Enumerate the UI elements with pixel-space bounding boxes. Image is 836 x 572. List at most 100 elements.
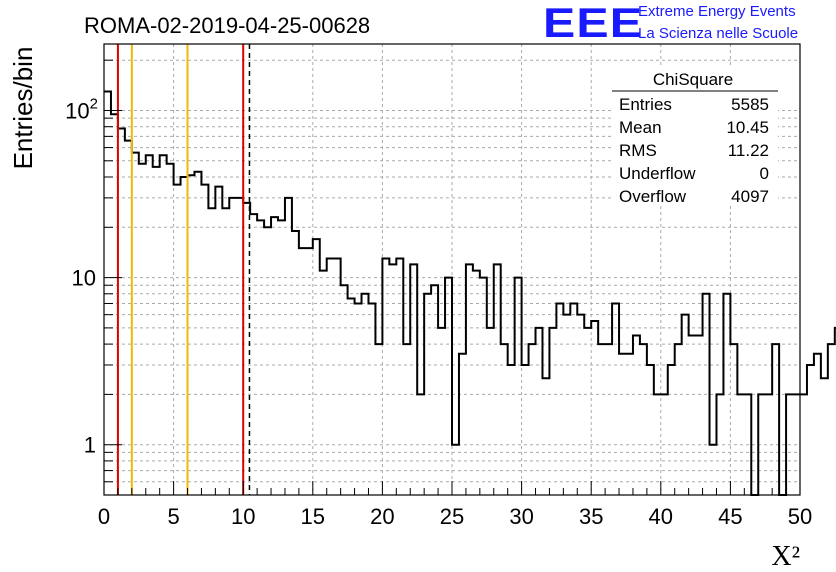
histogram-bin	[299, 248, 306, 495]
histogram-bin	[389, 264, 396, 495]
histogram-bin	[529, 344, 536, 495]
histogram-bin	[445, 278, 452, 495]
histogram-bin	[577, 315, 584, 495]
histogram-bin	[703, 294, 710, 495]
x-tick-label: 40	[649, 504, 673, 529]
stats-label: RMS	[619, 141, 657, 160]
histogram-bin	[626, 354, 633, 495]
histogram-bin	[375, 344, 382, 495]
histogram-bin	[236, 198, 243, 495]
x-axis-label: X²	[771, 541, 800, 572]
histogram-bin	[327, 259, 334, 495]
histogram-bin	[355, 303, 362, 495]
histogram-bin	[800, 394, 807, 495]
histogram-bin	[675, 344, 682, 495]
x-tick-label: 35	[579, 504, 603, 529]
stats-value: 0	[760, 164, 769, 183]
histogram-bin	[362, 294, 369, 495]
stats-label: Underflow	[619, 164, 696, 183]
x-tick-label: 20	[370, 504, 394, 529]
histogram-bin	[368, 303, 375, 495]
histogram-bin	[188, 175, 195, 495]
eee-logo: EEE	[543, 0, 644, 46]
x-tick-label: 25	[440, 504, 464, 529]
stats-label: Mean	[619, 118, 662, 137]
stats-value: 11.22	[728, 141, 769, 160]
histogram-bin	[181, 177, 188, 495]
histogram-bin	[689, 336, 696, 495]
reference-lines	[116, 44, 251, 495]
histogram-bin	[174, 185, 181, 495]
histogram-bin	[431, 285, 438, 495]
histogram-bin	[682, 315, 689, 495]
histogram-bin	[765, 394, 772, 495]
histogram-bin	[563, 315, 570, 495]
histogram-bin	[466, 264, 473, 495]
stats-label: Overflow	[619, 187, 687, 206]
x-tick-label: 10	[231, 504, 255, 529]
histogram-bin	[772, 344, 779, 495]
x-tick-label: 45	[718, 504, 742, 529]
histogram-bin	[153, 167, 160, 495]
histogram-bin	[320, 271, 327, 495]
histogram-bin	[334, 259, 341, 495]
histogram-bin	[647, 365, 654, 495]
x-tick-label: 15	[301, 504, 325, 529]
histogram-bin	[118, 129, 125, 495]
histogram-bin	[139, 164, 146, 495]
histogram-bin	[201, 185, 208, 495]
histogram-bin	[556, 303, 563, 495]
histogram-bin	[807, 365, 814, 495]
histogram-bin	[570, 303, 577, 495]
histogram-bin	[480, 278, 487, 495]
axis-ticks: 0 5 10 15 20 25 30 35 40 45 50 1 10 102	[65, 59, 812, 529]
histogram-bin	[501, 344, 508, 495]
histogram-bin	[612, 303, 619, 495]
histogram-bin	[633, 336, 640, 495]
stats-title: ChiSquare	[653, 70, 733, 89]
histogram-bin	[542, 378, 549, 495]
histogram-bin	[424, 294, 431, 495]
histogram-bin	[146, 155, 153, 495]
x-tick-label: 50	[788, 504, 812, 529]
histogram-bin	[222, 208, 229, 495]
histogram-bin	[250, 214, 257, 495]
histogram-bin	[382, 259, 389, 495]
histogram-bin	[403, 344, 410, 495]
histogram-bin	[473, 271, 480, 495]
histogram-bin	[111, 114, 118, 495]
histogram-bin	[125, 141, 132, 495]
histogram-bin	[264, 227, 271, 495]
histogram-bin	[619, 354, 626, 495]
y-tick-label: 10	[72, 266, 96, 291]
x-tick-label: 0	[98, 504, 110, 529]
x-tick-label: 5	[167, 504, 179, 529]
y-axis-label: Entries/bin	[8, 47, 38, 170]
histogram-bin	[104, 91, 111, 495]
stats-value: 5585	[731, 95, 769, 114]
histogram-bin	[828, 344, 835, 495]
histogram-bin	[160, 155, 167, 495]
histogram-bin	[438, 328, 445, 495]
histogram-bin	[536, 328, 543, 495]
histogram-bin	[487, 328, 494, 495]
histogram-bin	[668, 365, 675, 495]
histogram-bin	[730, 344, 737, 495]
histogram-bin	[584, 328, 591, 495]
stats-box: ChiSquare Entries 5585 Mean 10.45 RMS 11.22 Un…	[612, 66, 778, 206]
histogram-bin	[452, 445, 459, 495]
histogram-bin	[271, 217, 278, 495]
logo-line-1: Extreme Energy Events	[638, 3, 796, 20]
histogram-bin	[285, 198, 292, 495]
histogram-bin	[229, 198, 236, 495]
histogram-bin	[696, 336, 703, 495]
histogram-bin	[710, 445, 717, 495]
histogram	[104, 90, 836, 496]
histogram-bin	[793, 394, 800, 495]
histogram-bin	[640, 344, 647, 495]
histogram-bin	[494, 264, 501, 495]
histogram-bin	[549, 328, 556, 495]
stats-value: 10.45	[726, 118, 769, 137]
histogram-bin	[508, 365, 515, 495]
